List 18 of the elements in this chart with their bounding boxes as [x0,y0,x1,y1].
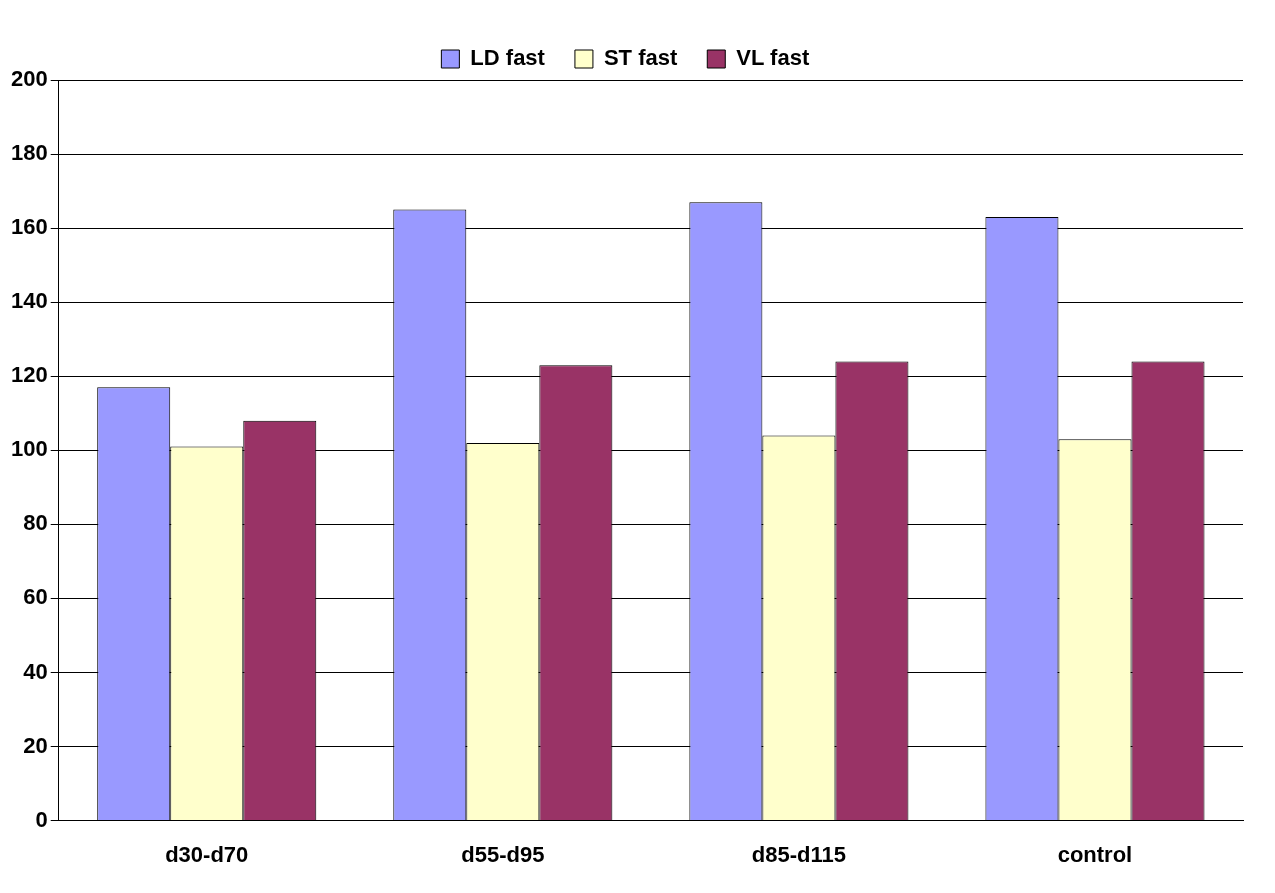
y-tick-label: 160 [10,214,48,240]
y-tick-label: 60 [23,584,48,610]
y-tick-label: 100 [10,436,48,462]
x-tick-label: d85-d115 [751,841,846,867]
y-tick-label: 180 [10,140,48,166]
legend-label: LD fast [470,45,546,71]
y-tick-label: 140 [10,288,48,314]
x-tick-label: control [1057,841,1133,867]
y-tick-label: 200 [10,66,48,92]
y-tick-label: 0 [35,806,48,832]
legend-label: VL fast [736,45,810,71]
x-tick-label: d30-d70 [165,841,249,867]
y-tick-label: 120 [10,362,48,388]
x-tick-label: d55-d95 [461,841,545,867]
y-tick-label: 40 [23,658,48,684]
y-tick-label: 20 [23,732,48,758]
legend-label: ST fast [603,45,678,71]
y-tick-label: 80 [23,510,48,536]
